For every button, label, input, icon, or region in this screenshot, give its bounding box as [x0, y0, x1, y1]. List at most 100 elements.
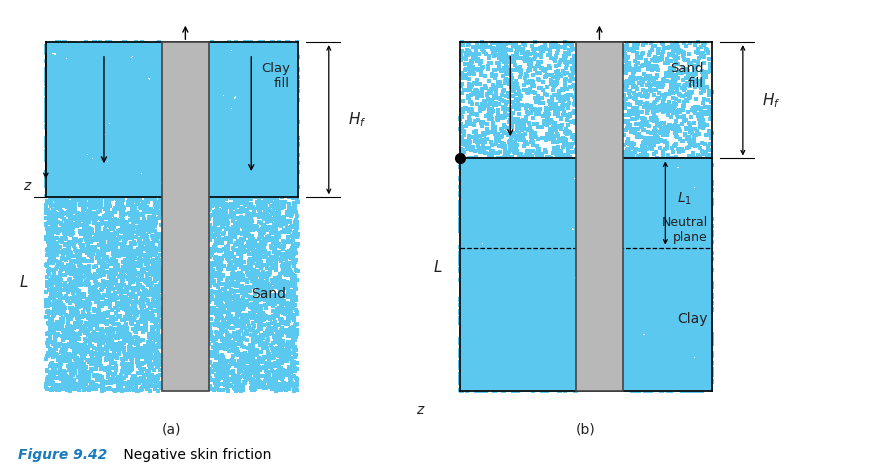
Point [550, 242, 564, 249]
Point [658, 219, 672, 227]
Point [654, 352, 668, 359]
Point [558, 385, 572, 392]
Point [628, 302, 642, 310]
Point [455, 278, 470, 286]
Point [688, 67, 702, 75]
Point [275, 331, 289, 339]
Point [231, 48, 245, 56]
Point [557, 296, 571, 303]
Point [277, 50, 291, 58]
Point [287, 191, 301, 198]
Point [552, 88, 566, 95]
Point [53, 367, 67, 375]
Point [695, 244, 709, 252]
Point [49, 247, 63, 254]
Point [495, 260, 509, 268]
Point [663, 183, 677, 191]
Point [463, 290, 477, 298]
Point [119, 232, 133, 239]
Point [629, 311, 643, 319]
Point [670, 362, 685, 370]
Point [552, 287, 566, 295]
Point [623, 272, 637, 280]
Point [515, 317, 529, 325]
Point [682, 157, 696, 164]
Point [488, 292, 502, 300]
Point [638, 299, 652, 307]
Point [125, 124, 139, 131]
Point [568, 215, 582, 223]
Point [485, 194, 500, 202]
Point [52, 292, 66, 299]
Point [538, 192, 552, 199]
Point [208, 224, 222, 232]
Point [134, 64, 148, 72]
Point [560, 264, 574, 271]
Point [518, 53, 532, 61]
Point [284, 62, 298, 70]
Point [566, 197, 581, 205]
Point [214, 101, 228, 109]
Point [48, 217, 63, 224]
Point [455, 262, 470, 269]
Point [44, 152, 58, 159]
Point [653, 347, 667, 355]
Point [697, 293, 711, 300]
Point [133, 189, 147, 197]
Point [687, 142, 701, 150]
Point [222, 181, 236, 188]
Point [90, 273, 104, 280]
Point [282, 191, 296, 199]
Point [45, 101, 59, 109]
Point [70, 221, 85, 229]
Point [252, 51, 266, 59]
Point [496, 369, 510, 377]
Point [568, 333, 582, 341]
Point [670, 204, 684, 212]
Point [523, 212, 537, 220]
Point [507, 181, 522, 188]
Point [137, 119, 152, 127]
Point [210, 348, 224, 356]
Point [674, 323, 688, 330]
Point [256, 47, 270, 55]
Point [58, 247, 72, 254]
Point [528, 238, 542, 246]
Point [700, 325, 714, 333]
Point [153, 46, 167, 53]
Point [460, 214, 474, 221]
Point [552, 273, 566, 281]
Point [642, 315, 656, 322]
Point [229, 193, 243, 200]
Point [531, 327, 545, 334]
Point [556, 271, 570, 279]
Point [91, 128, 105, 136]
Point [552, 329, 566, 337]
Point [40, 154, 54, 161]
Point [66, 205, 80, 212]
Point [220, 184, 234, 191]
Point [122, 51, 137, 59]
Point [139, 83, 153, 90]
Point [112, 109, 126, 117]
Point [100, 46, 115, 53]
Point [664, 180, 678, 188]
Point [151, 100, 165, 108]
Point [648, 194, 662, 202]
Point [144, 48, 158, 56]
Point [475, 197, 489, 205]
Point [504, 228, 518, 236]
Point [569, 375, 583, 383]
Point [82, 140, 96, 148]
Point [248, 112, 263, 119]
Point [511, 116, 525, 123]
Point [278, 129, 292, 136]
Point [524, 325, 538, 332]
Point [678, 196, 692, 204]
Point [558, 214, 572, 222]
Point [150, 46, 164, 54]
Point [692, 329, 707, 337]
Point [78, 263, 92, 271]
Point [86, 76, 100, 84]
Point [229, 112, 243, 120]
